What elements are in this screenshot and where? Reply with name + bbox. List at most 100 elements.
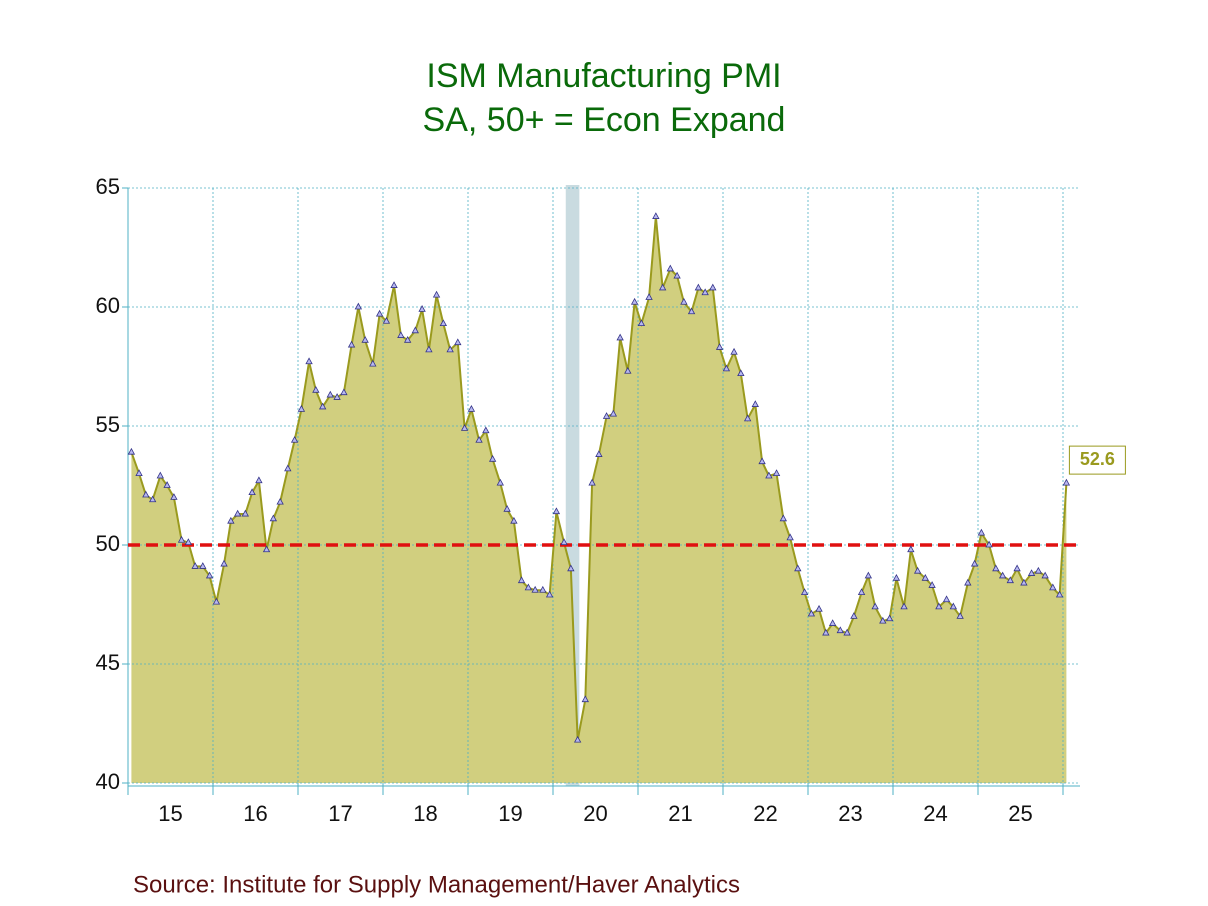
marker — [276, 497, 284, 505]
marker — [432, 290, 441, 298]
marker — [800, 588, 809, 595]
marker — [567, 564, 575, 572]
marker — [630, 297, 639, 305]
marker — [191, 562, 199, 569]
marker — [1034, 566, 1043, 574]
marker — [312, 385, 320, 393]
marker — [460, 424, 469, 431]
marker — [828, 619, 837, 626]
marker — [1049, 583, 1057, 591]
marker — [970, 559, 979, 567]
marker — [715, 343, 724, 350]
marker — [475, 435, 483, 443]
marker — [907, 545, 915, 553]
marker — [928, 581, 936, 588]
marker — [765, 471, 773, 479]
x-tick-label: 18 — [413, 801, 437, 826]
marker — [467, 405, 476, 412]
marker — [212, 597, 221, 605]
marker — [794, 564, 802, 572]
marker — [227, 516, 235, 524]
marker — [730, 347, 738, 355]
y-tick-label: 65 — [96, 174, 120, 199]
marker — [454, 338, 462, 346]
marker — [496, 478, 504, 486]
marker — [609, 409, 618, 417]
value-label-box — [1068, 445, 1126, 475]
marker — [942, 595, 951, 603]
marker — [382, 316, 391, 324]
marker — [1013, 564, 1021, 572]
marker — [737, 369, 745, 377]
marker — [687, 307, 696, 315]
x-tick-label: 21 — [668, 801, 692, 826]
marker — [822, 628, 830, 636]
marker — [262, 545, 271, 553]
marker — [318, 402, 327, 410]
marker — [503, 504, 511, 512]
marker — [425, 345, 433, 353]
marker — [170, 493, 178, 500]
value-label: 52.6 — [1080, 449, 1115, 469]
y-tick-label: 45 — [96, 650, 120, 675]
marker — [602, 412, 611, 419]
marker — [488, 454, 497, 462]
x-tick-label: 22 — [753, 801, 777, 826]
marker — [439, 319, 448, 327]
marker — [340, 388, 348, 396]
marker — [879, 616, 887, 624]
marker — [326, 390, 334, 398]
marker — [397, 331, 405, 338]
marker — [772, 469, 781, 476]
marker — [205, 571, 214, 579]
marker — [850, 612, 858, 619]
marker — [779, 514, 788, 522]
chart-title: ISM Manufacturing PMI — [426, 57, 781, 95]
marker — [758, 457, 766, 465]
marker — [1062, 478, 1071, 486]
marker — [977, 528, 986, 536]
marker — [694, 283, 703, 291]
area — [131, 216, 1067, 783]
marker — [233, 509, 242, 517]
marker — [184, 538, 193, 546]
marker — [701, 288, 709, 296]
marker — [517, 576, 526, 584]
marker — [220, 559, 228, 567]
marker — [666, 264, 674, 272]
y-tick-label: 60 — [96, 293, 120, 318]
marker — [375, 309, 384, 317]
marker — [524, 583, 533, 591]
marker — [964, 578, 972, 586]
marker — [148, 495, 157, 503]
marker — [857, 588, 866, 595]
y-tick-label: 40 — [96, 769, 120, 794]
marker — [361, 335, 369, 343]
marker — [998, 571, 1007, 579]
marker — [871, 602, 879, 610]
marker — [949, 602, 958, 610]
marker — [305, 357, 313, 365]
marker — [645, 293, 653, 300]
marker — [836, 626, 844, 634]
marker — [885, 614, 894, 622]
marker — [709, 283, 717, 291]
marker — [142, 490, 150, 498]
marker — [560, 538, 568, 546]
marker — [290, 435, 299, 443]
marker — [284, 464, 292, 472]
marker — [843, 628, 851, 636]
marker — [652, 212, 660, 219]
marker — [864, 571, 873, 579]
marker — [722, 364, 731, 372]
marker — [658, 283, 667, 291]
marker — [913, 566, 922, 574]
marker — [446, 345, 454, 353]
marker — [815, 604, 823, 612]
x-tick-label: 17 — [328, 801, 352, 826]
y-tick-label: 50 — [96, 531, 120, 556]
marker — [935, 602, 943, 610]
marker — [531, 585, 539, 593]
marker — [751, 400, 759, 407]
